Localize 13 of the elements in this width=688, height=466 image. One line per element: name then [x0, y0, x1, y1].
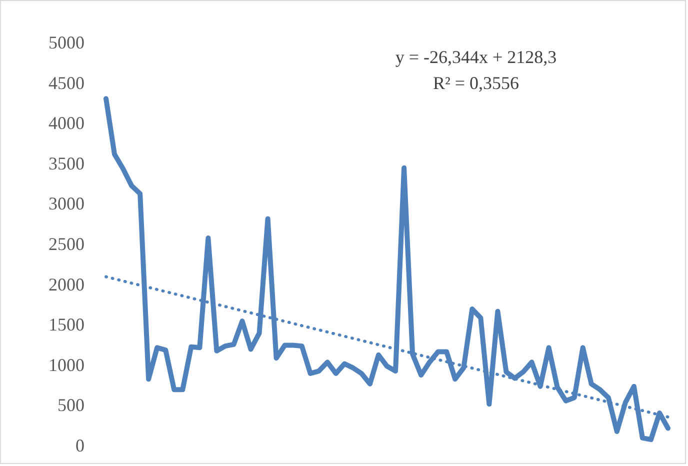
- y-tick-label: 3000: [48, 194, 84, 214]
- annotation: R² = 0,3556: [432, 73, 520, 93]
- y-tick-label: 0: [76, 436, 84, 456]
- annotation: y = -26,344x + 2128,3: [395, 47, 557, 67]
- y-tick-label: 2500: [48, 234, 84, 254]
- y-tick-label: 3500: [48, 153, 84, 174]
- y-tick-label: 4000: [48, 113, 84, 134]
- y-tick-label: 2000: [48, 274, 84, 294]
- y-tick-label: 4500: [48, 72, 84, 93]
- y-tick-label: 5000: [48, 32, 84, 52]
- y-tick-label: 500: [58, 395, 84, 416]
- y-tick-label: 1500: [48, 314, 84, 335]
- y-tick-label: 1000: [48, 354, 84, 375]
